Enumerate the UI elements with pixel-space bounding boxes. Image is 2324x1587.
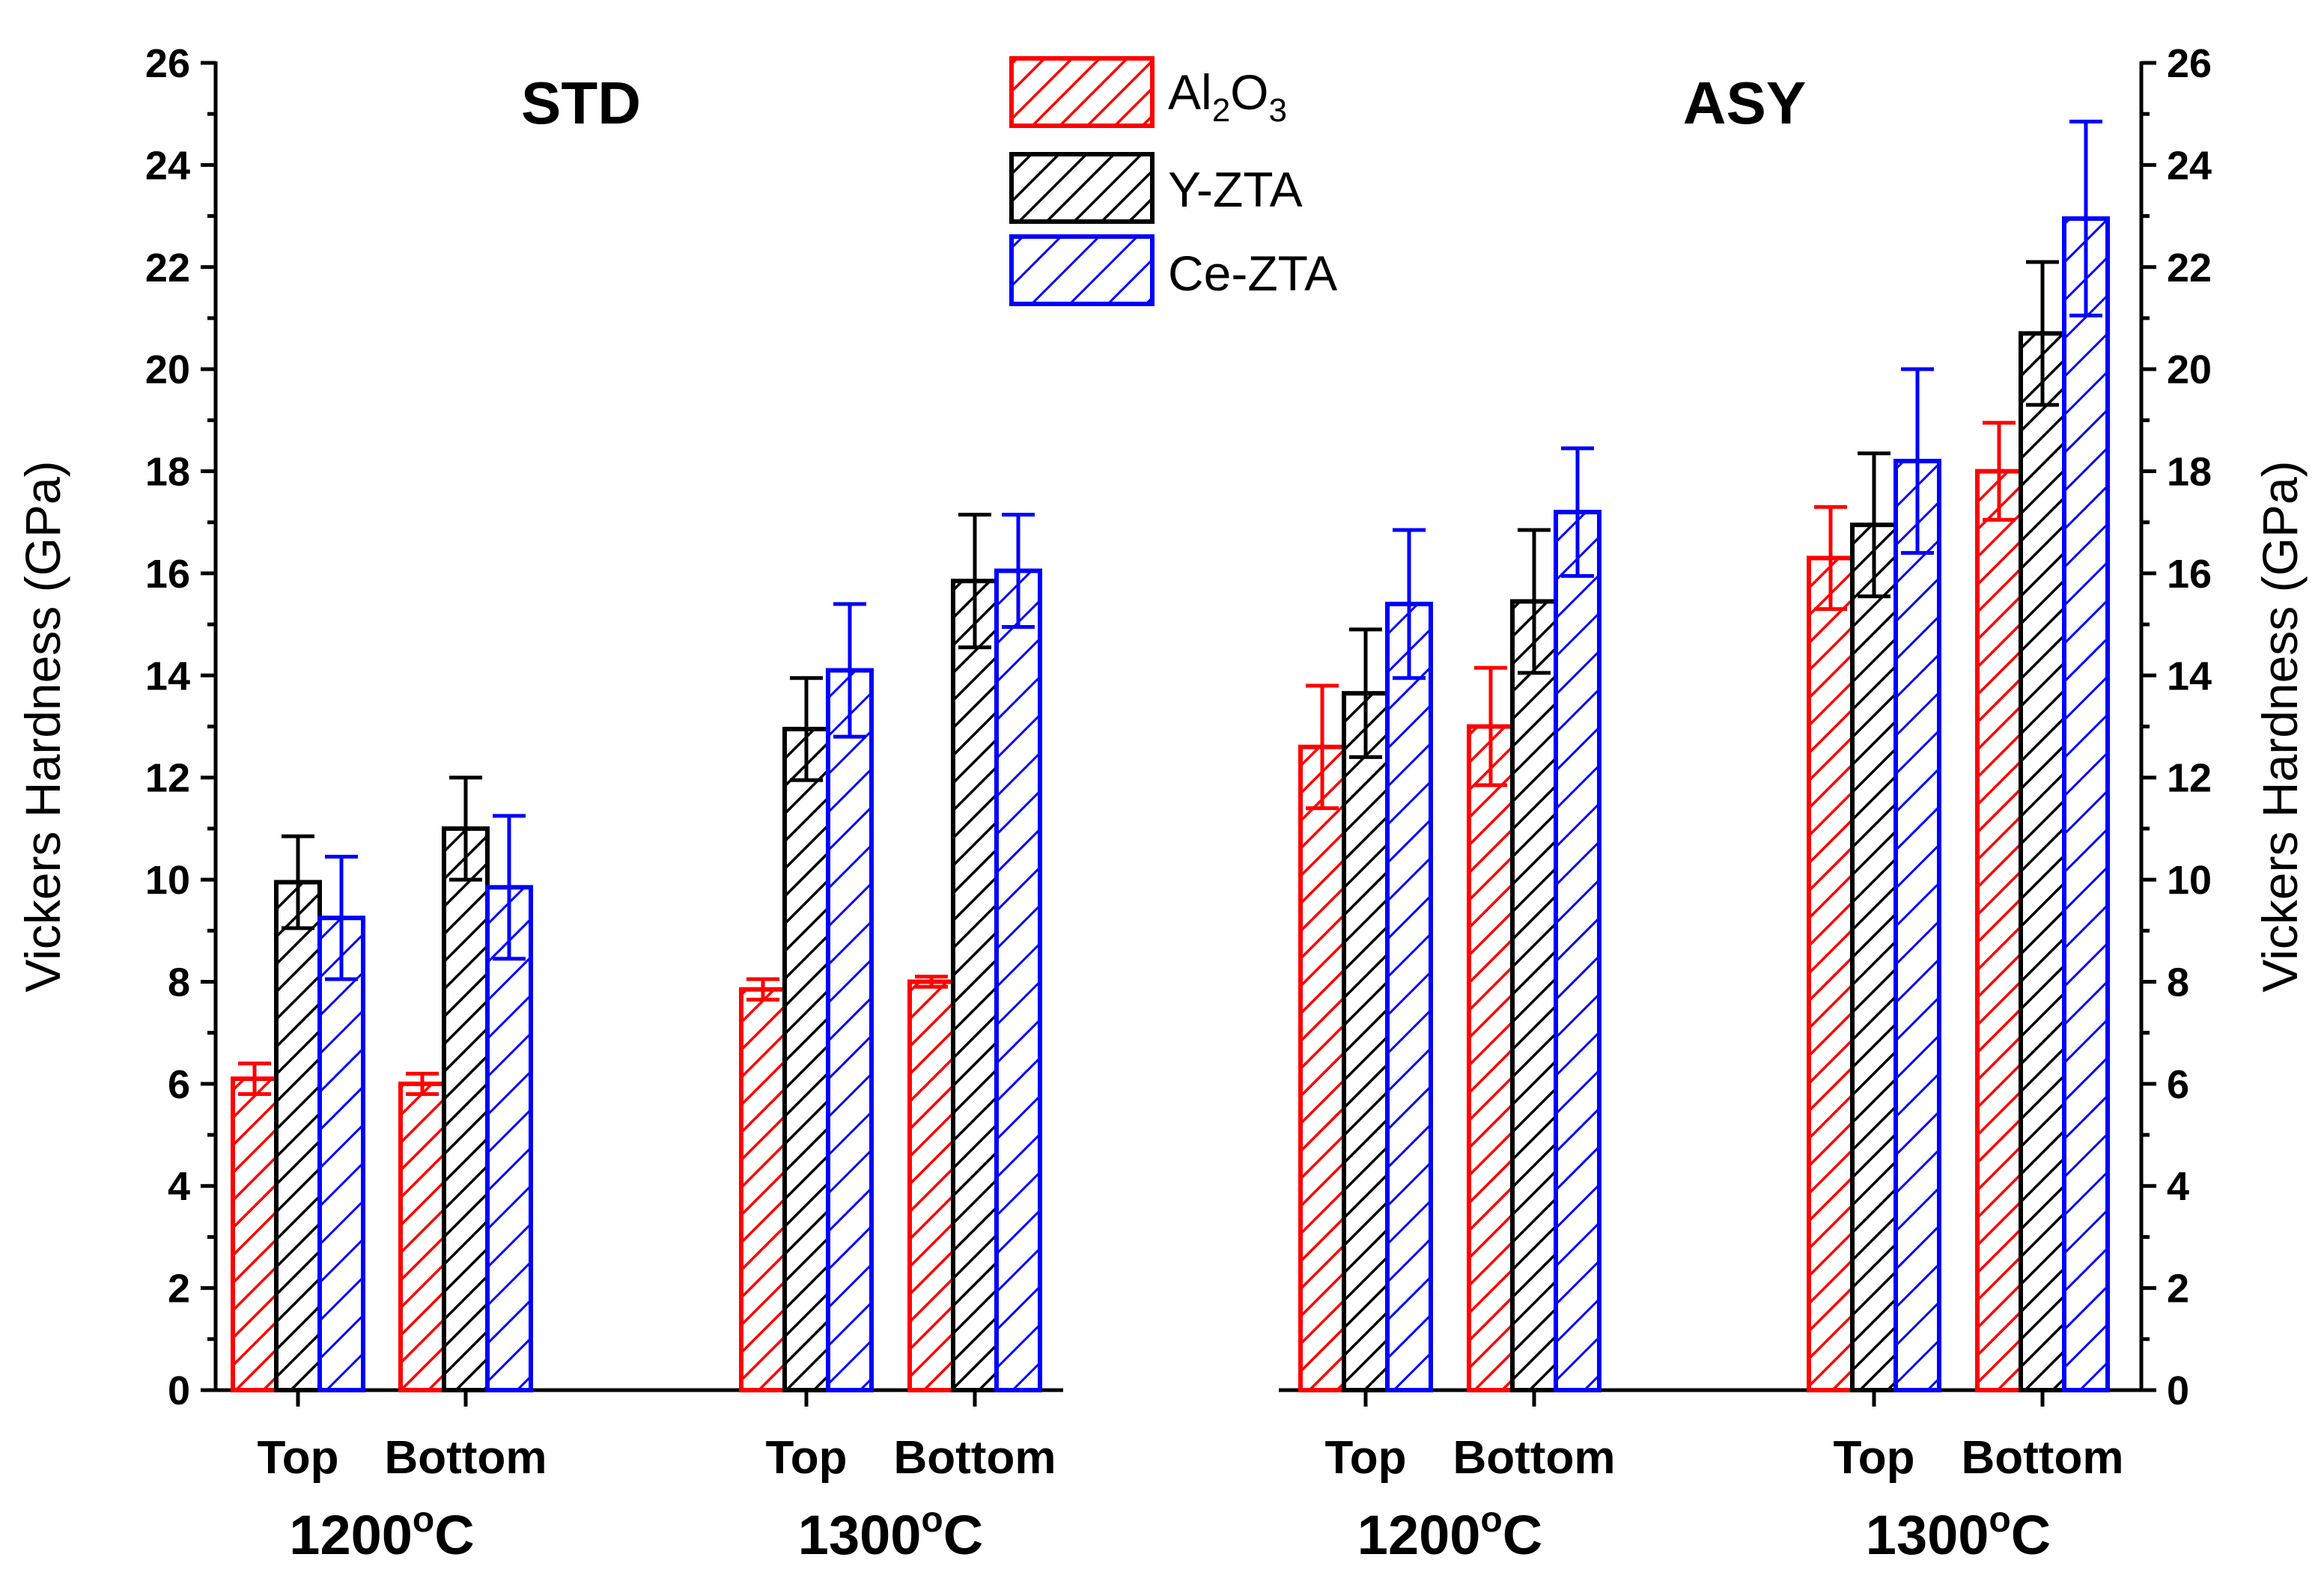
legend-swatch-y-zta bbox=[1009, 152, 1155, 224]
bar-std-1200-top-al2o3 bbox=[231, 1076, 279, 1393]
bar-std-1300-top-ce-zta bbox=[826, 668, 874, 1392]
y-tick-label-asy-2: 2 bbox=[2167, 1267, 2189, 1312]
y-tick-label-asy-18: 18 bbox=[2167, 450, 2212, 495]
y-tick-label-asy-6: 6 bbox=[2167, 1062, 2189, 1107]
group-label-asy-1300: 1300oC bbox=[1866, 1500, 2051, 1566]
group-label-std-1200: 1200oC bbox=[289, 1500, 474, 1566]
y-tick-label-std-0: 0 bbox=[168, 1368, 190, 1413]
bar-asy-1200-bottom-ce-zta bbox=[1554, 510, 1601, 1392]
bar-std-1200-bottom-ce-zta bbox=[485, 885, 533, 1392]
legend: Al2O3 Y-ZTA Ce-ZTA bbox=[1009, 56, 1337, 306]
y-tick-label-asy-22: 22 bbox=[2167, 246, 2212, 290]
y-tick-label-std-24: 24 bbox=[145, 143, 190, 188]
y-tick-label-asy-8: 8 bbox=[2167, 960, 2189, 1005]
x-tick-label-asy-1200-bottom: Bottom bbox=[1453, 1432, 1616, 1484]
group-label-asy-1200: 1200oC bbox=[1357, 1500, 1542, 1566]
y-tick-label-std-14: 14 bbox=[145, 654, 190, 698]
x-tick-label-asy-1200-top: Top bbox=[1324, 1432, 1406, 1484]
x-tick-label-std-1200-bottom: Bottom bbox=[385, 1432, 547, 1484]
bar-asy-1300-top-al2o3 bbox=[1807, 555, 1855, 1393]
group-label-std-1300: 1300oC bbox=[798, 1500, 983, 1566]
x-tick-label-std-1300-top: Top bbox=[765, 1432, 847, 1484]
bar-asy-1200-top-ce-zta bbox=[1385, 601, 1433, 1392]
y-tick-label-std-6: 6 bbox=[168, 1062, 190, 1107]
y-tick-label-asy-12: 12 bbox=[2167, 756, 2212, 801]
bar-asy-1200-bottom-al2o3 bbox=[1467, 724, 1515, 1392]
y-tick-label-asy-14: 14 bbox=[2167, 654, 2212, 698]
bar-asy-1300-bottom-al2o3 bbox=[1975, 469, 2023, 1392]
bar-asy-1200-bottom-y-zta bbox=[1510, 599, 1558, 1392]
x-tick-label-asy-1300-top: Top bbox=[1833, 1432, 1914, 1484]
y-tick-label-asy-4: 4 bbox=[2167, 1164, 2189, 1209]
y-tick-label-std-26: 26 bbox=[145, 41, 190, 86]
legend-item-al2o3: Al2O3 bbox=[1009, 56, 1287, 129]
x-tick-label-std-1200-top: Top bbox=[257, 1432, 338, 1484]
y-tick-label-std-4: 4 bbox=[168, 1164, 190, 1209]
bar-std-1300-top-al2o3 bbox=[739, 987, 787, 1393]
x-tick-label-std-1300-bottom: Bottom bbox=[894, 1432, 1056, 1484]
bar-std-1300-bottom-ce-zta bbox=[994, 568, 1042, 1393]
bar-asy-1300-bottom-y-zta bbox=[2019, 331, 2066, 1393]
y-tick-label-std-18: 18 bbox=[145, 450, 190, 495]
y-tick-label-asy-24: 24 bbox=[2167, 143, 2212, 188]
bar-std-1300-bottom-al2o3 bbox=[907, 979, 955, 1392]
legend-swatch-ce-zta bbox=[1009, 234, 1155, 306]
y-tick-label-std-22: 22 bbox=[145, 246, 190, 290]
y-tick-label-std-20: 20 bbox=[145, 347, 190, 392]
bar-asy-1300-top-y-zta bbox=[1850, 523, 1898, 1392]
legend-label-y-zta: Y-ZTA bbox=[1168, 162, 1303, 217]
legend-label-al2o3: Al2O3 bbox=[1168, 64, 1287, 129]
y-tick-label-std-8: 8 bbox=[168, 960, 190, 1005]
y-tick-label-asy-10: 10 bbox=[2167, 858, 2212, 903]
legend-item-ce-zta: Ce-ZTA bbox=[1009, 234, 1337, 306]
panel-title-std: STD bbox=[521, 70, 641, 136]
bar-std-1200-top-y-zta bbox=[274, 880, 322, 1393]
y-tick-label-std-10: 10 bbox=[145, 858, 190, 903]
bar-std-1200-bottom-y-zta bbox=[442, 826, 490, 1392]
y-tick-label-asy-0: 0 bbox=[2167, 1368, 2189, 1413]
y-tick-label-std-2: 2 bbox=[168, 1267, 190, 1312]
legend-label-ce-zta: Ce-ZTA bbox=[1168, 246, 1337, 301]
legend-item-y-zta: Y-ZTA bbox=[1009, 152, 1303, 224]
bar-asy-1200-top-y-zta bbox=[1342, 691, 1390, 1392]
y-axis-title-std: Vickers Hardness (GPa) bbox=[15, 460, 70, 992]
x-tick-label-asy-1300-bottom: Bottom bbox=[1962, 1432, 2124, 1484]
legend-swatch-al2o3 bbox=[1009, 56, 1155, 128]
bar-asy-1300-top-ce-zta bbox=[1893, 458, 1941, 1392]
y-tick-label-asy-16: 16 bbox=[2167, 552, 2212, 597]
bar-std-1300-bottom-y-zta bbox=[951, 579, 999, 1392]
y-tick-label-asy-26: 26 bbox=[2167, 41, 2212, 86]
panel-title-asy: ASY bbox=[1683, 70, 1807, 136]
bar-asy-1300-bottom-ce-zta bbox=[2062, 216, 2110, 1392]
y-axis-title-asy: Vickers Hardness (GPa) bbox=[2252, 460, 2308, 992]
bar-std-1200-bottom-al2o3 bbox=[398, 1081, 446, 1393]
y-tick-label-asy-20: 20 bbox=[2167, 347, 2212, 392]
bar-asy-1200-top-al2o3 bbox=[1298, 744, 1346, 1392]
y-tick-label-std-16: 16 bbox=[145, 552, 190, 597]
bar-std-1200-top-ce-zta bbox=[317, 916, 365, 1393]
y-tick-label-std-12: 12 bbox=[145, 756, 190, 801]
bar-std-1300-top-y-zta bbox=[782, 726, 830, 1392]
